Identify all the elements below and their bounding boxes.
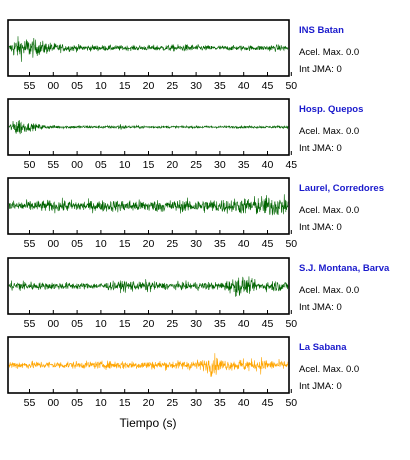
jma-intensity-label: Int JMA: 0 — [299, 143, 342, 154]
max-acceleration-label: Acel. Max. 0.0 — [299, 364, 359, 375]
x-axis-title: Tiempo (s) — [120, 416, 177, 430]
tick-label: 35 — [214, 238, 226, 250]
tick-label: 45 — [262, 318, 274, 330]
tick-label: 05 — [71, 238, 83, 250]
jma-intensity-label: Int JMA: 0 — [299, 302, 342, 313]
tick-label: 55 — [24, 238, 36, 250]
tick-label: 35 — [238, 159, 250, 171]
panel-2: 50 55 00 05 10 15 20 25 30 35 40 45 Hosp. Quepos Acel… — [7, 98, 363, 171]
tick-label: 20 — [143, 397, 155, 409]
tick-label: 40 — [262, 159, 274, 171]
tick-label: 55 — [47, 159, 59, 171]
tick-label: 55 — [24, 397, 36, 409]
max-acceleration-label: Acel. Max. 0.0 — [299, 285, 359, 296]
tick-label: 50 — [285, 238, 297, 250]
tick-label: 50 — [285, 80, 297, 92]
tick-label: 20 — [166, 159, 178, 171]
tick-label: 30 — [214, 159, 226, 171]
tick-label: 35 — [214, 80, 226, 92]
tick-label: 05 — [95, 159, 107, 171]
tick-label: 00 — [47, 238, 59, 250]
station-name: Hosp. Quepos — [299, 104, 363, 115]
tick-label: 45 — [285, 159, 297, 171]
tick-label: 30 — [190, 318, 202, 330]
tick-label: 00 — [47, 318, 59, 330]
tick-label: 05 — [71, 397, 83, 409]
tick-label: 05 — [71, 318, 83, 330]
tick-label: 40 — [238, 397, 250, 409]
tick-label: 20 — [143, 238, 155, 250]
tick-label: 10 — [119, 159, 131, 171]
tick-label: 15 — [119, 397, 131, 409]
jma-intensity-label: Int JMA: 0 — [299, 64, 342, 75]
tick-label: 35 — [214, 318, 226, 330]
panel-1: 55 00 05 10 15 20 25 30 35 40 45 50 INS Batan Acel. M… — [7, 19, 359, 92]
tick-label: 55 — [24, 80, 36, 92]
tick-label: 40 — [238, 318, 250, 330]
max-acceleration-label: Acel. Max. 0.0 — [299, 47, 359, 58]
panel-3: 55 00 05 10 15 20 25 30 35 40 45 50 Laurel, Corredor… — [7, 177, 384, 250]
tick-label: 10 — [95, 238, 107, 250]
tick-label: 45 — [262, 397, 274, 409]
tick-label: 15 — [119, 80, 131, 92]
max-acceleration-label: Acel. Max. 0.0 — [299, 205, 359, 216]
tick-label: 40 — [238, 238, 250, 250]
tick-label: 15 — [143, 159, 155, 171]
tick-label: 10 — [95, 80, 107, 92]
tick-label: 50 — [24, 159, 36, 171]
tick-label: 35 — [214, 397, 226, 409]
waveform-trace — [8, 120, 289, 135]
jma-intensity-label: Int JMA: 0 — [299, 222, 342, 233]
tick-label: 00 — [71, 159, 83, 171]
tick-label: 25 — [166, 80, 178, 92]
station-name: INS Batan — [299, 25, 344, 36]
max-acceleration-label: Acel. Max. 0.0 — [299, 126, 359, 137]
tick-label: 00 — [47, 397, 59, 409]
tick-label: 50 — [285, 318, 297, 330]
waveform-trace — [8, 276, 289, 297]
tick-label: 20 — [143, 80, 155, 92]
station-name: La Sabana — [299, 342, 347, 353]
tick-label: 10 — [95, 397, 107, 409]
waveform-trace — [8, 194, 289, 216]
tick-label: 30 — [190, 397, 202, 409]
tick-label: 30 — [190, 238, 202, 250]
tick-label: 50 — [285, 397, 297, 409]
waveform-trace — [8, 36, 289, 62]
tick-label: 00 — [47, 80, 59, 92]
panel-4: 55 00 05 10 15 20 25 30 35 40 45 50 S.J. Montana, Ba… — [7, 257, 390, 330]
panel-5: 55 00 05 10 15 20 25 30 35 40 45 50 La Sabana Acel. M… — [7, 336, 359, 409]
tick-label: 05 — [71, 80, 83, 92]
tick-label: 25 — [166, 318, 178, 330]
tick-label: 10 — [95, 318, 107, 330]
tick-label: 25 — [166, 238, 178, 250]
tick-label: 30 — [190, 80, 202, 92]
tick-label: 25 — [166, 397, 178, 409]
jma-intensity-label: Int JMA: 0 — [299, 381, 342, 392]
tick-label: 15 — [119, 318, 131, 330]
tick-label: 40 — [238, 80, 250, 92]
tick-label: 45 — [262, 80, 274, 92]
tick-label: 55 — [24, 318, 36, 330]
tick-label: 15 — [119, 238, 131, 250]
waveform-trace — [8, 353, 289, 377]
station-name: S.J. Montana, Barva — [299, 263, 390, 274]
tick-label: 20 — [143, 318, 155, 330]
tick-label: 25 — [190, 159, 202, 171]
station-name: Laurel, Corredores — [299, 183, 384, 194]
tick-label: 45 — [262, 238, 274, 250]
